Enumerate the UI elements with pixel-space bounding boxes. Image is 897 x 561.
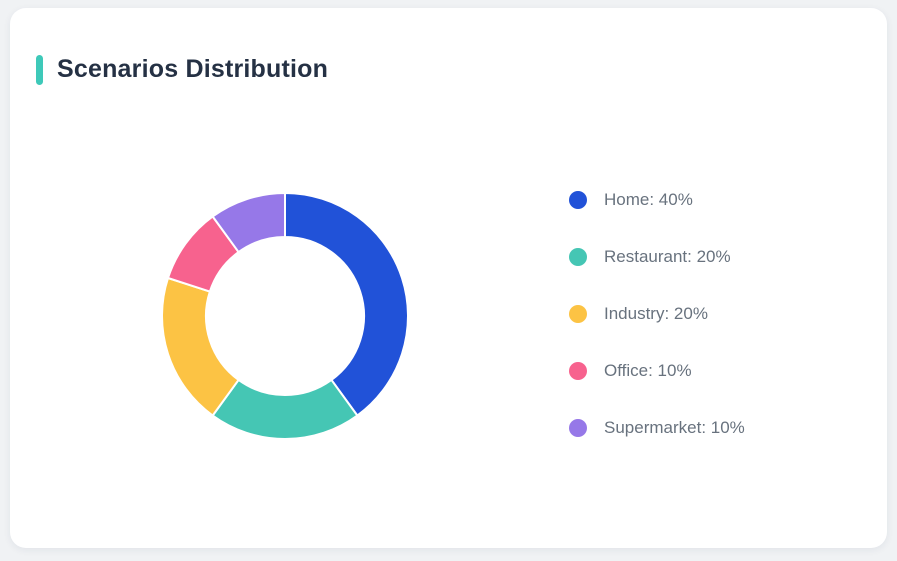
legend-item-industry[interactable]: Industry: 20% — [569, 302, 745, 326]
donut-slice-home[interactable] — [284, 192, 409, 417]
scenarios-distribution-card: Scenarios Distribution Home: 40% Restaur… — [10, 8, 887, 548]
donut-slice-restaurant[interactable] — [211, 378, 359, 440]
page-title: Scenarios Distribution — [57, 55, 329, 83]
legend-item-supermarket[interactable]: Supermarket: 10% — [569, 416, 745, 440]
card-header: Scenarios Distribution — [36, 54, 328, 85]
legend-label-supermarket: Supermarket: 10% — [604, 418, 745, 437]
legend-item-restaurant[interactable]: Restaurant: 20% — [569, 245, 745, 269]
legend-dot-restaurant — [569, 248, 587, 266]
legend-label-home: Home: 40% — [604, 190, 693, 209]
legend-item-home[interactable]: Home: 40% — [569, 188, 745, 212]
legend-label-office: Office: 10% — [604, 361, 692, 380]
legend-dot-office — [569, 362, 587, 380]
legend-dot-home — [569, 191, 587, 209]
title-accent-bar — [36, 54, 43, 85]
donut-slice-industry[interactable] — [161, 276, 240, 417]
legend-item-office[interactable]: Office: 10% — [569, 359, 745, 383]
legend-dot-industry — [569, 305, 587, 323]
donut-slice-supermarket[interactable] — [211, 192, 286, 254]
legend-dot-supermarket — [569, 419, 587, 437]
donut-chart[interactable] — [160, 191, 410, 441]
chart-legend: Home: 40% Restaurant: 20% Industry: 20% … — [569, 188, 745, 440]
legend-label-industry: Industry: 20% — [604, 304, 708, 323]
legend-label-restaurant: Restaurant: 20% — [604, 247, 731, 266]
